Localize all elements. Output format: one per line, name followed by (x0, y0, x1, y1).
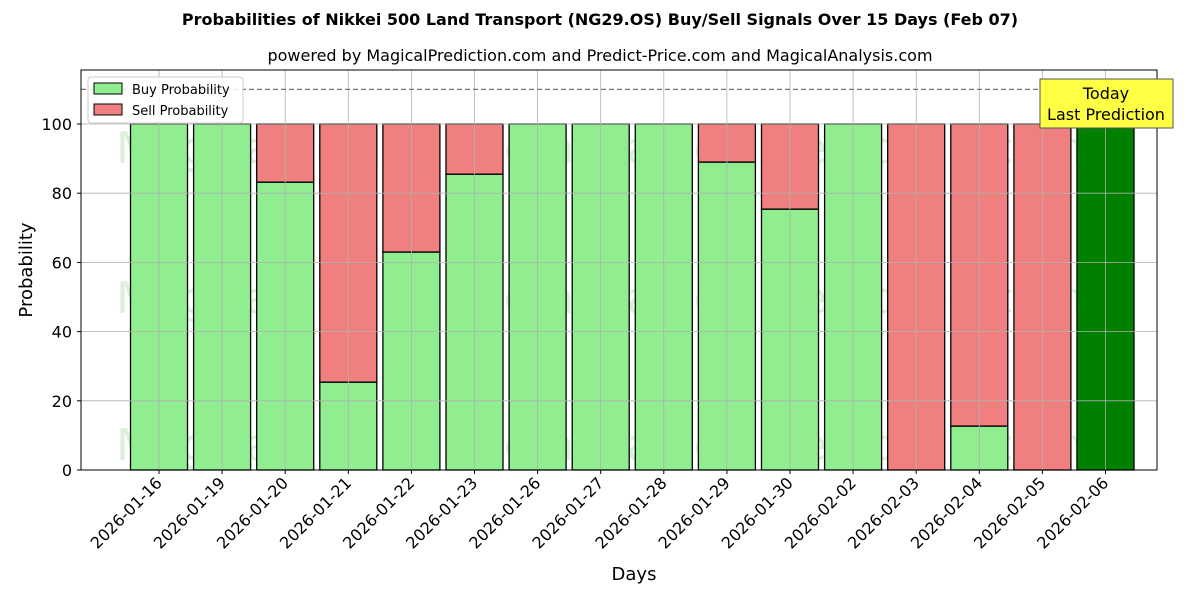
y-tick-label: 80 (52, 184, 72, 203)
legend: Buy Probability Sell Probability (87, 76, 244, 124)
y-axis: 0 20 40 60 80 100 (41, 115, 81, 480)
plot-frame (80, 69, 1158, 471)
annotation-line1: Today (1082, 84, 1129, 103)
legend-label-buy: Buy Probability (132, 83, 230, 98)
x-axis-label: Days (612, 564, 657, 585)
y-tick-label: 20 (52, 392, 72, 411)
y-tick-label: 0 (62, 461, 72, 480)
gridlines (81, 70, 1157, 471)
chart-title: Probabilities of Nikkei 500 Land Transpo… (181, 10, 1019, 29)
chart-subtitle: powered by MagicalPrediction.com and Pre… (267, 46, 933, 65)
y-tick-label: 60 (52, 253, 72, 272)
y-tick-label: 40 (52, 323, 72, 342)
legend-label-sell: Sell Probability (132, 104, 229, 119)
legend-box (87, 76, 244, 124)
y-axis-label: Probability (16, 222, 37, 317)
today-annotation: Today Last Prediction (1039, 78, 1174, 129)
annotation-line2: Last Prediction (1047, 105, 1165, 124)
y-tick-label: 100 (41, 115, 72, 134)
legend-swatch-sell (93, 103, 123, 116)
annotation-box (1039, 78, 1174, 129)
x-axis: 2026-01-162026-01-192026-01-202026-01-21… (87, 470, 1112, 553)
legend-swatch-buy (93, 82, 123, 95)
